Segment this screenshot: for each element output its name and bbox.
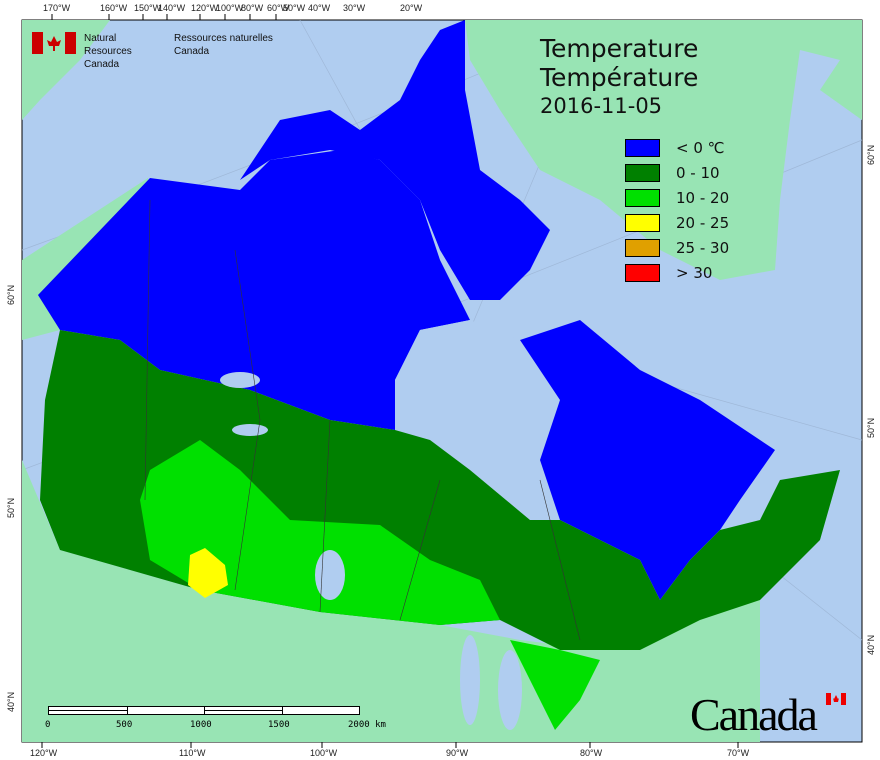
legend-item: 10 - 20 — [625, 185, 729, 210]
zone-10-20-ontario — [510, 640, 600, 730]
scale-label: 1500 — [268, 720, 290, 730]
zone-20-25 — [188, 548, 228, 598]
top-tick: 50°W — [283, 3, 306, 13]
legend-item: 20 - 25 — [625, 210, 729, 235]
province-borders — [144, 199, 581, 641]
top-tick: 150°W — [134, 3, 162, 13]
scale-bar: 0 500 1000 1500 2000 km — [45, 706, 386, 730]
bottom-tick: 120°W — [30, 748, 58, 758]
frame-ticks — [41, 14, 739, 748]
lakes — [220, 372, 522, 730]
bottom-tick: 70°W — [727, 748, 750, 758]
top-tick: 30°W — [343, 3, 366, 13]
canada-wordmark: Canada — [690, 688, 846, 741]
legend-item: 25 - 30 — [625, 235, 729, 260]
bottom-tick: 80°W — [580, 748, 603, 758]
title-en: Temperature — [540, 34, 699, 63]
legend-item: < 0 ℃ — [625, 135, 729, 160]
arctic-islands — [240, 20, 550, 300]
top-tick: 80°W — [241, 3, 264, 13]
org-fr: Ressources naturelles — [174, 33, 273, 44]
legend-label: 20 - 25 — [676, 213, 730, 232]
scale-label: 0 — [45, 720, 51, 730]
left-tick: 50°N — [6, 497, 16, 518]
left-tick: 40°N — [6, 691, 16, 712]
top-tick: 160°W — [100, 3, 128, 13]
map-date: 2016-11-05 — [540, 94, 663, 118]
legend: < 0 ℃ 0 - 10 10 - 20 20 - 25 25 - 30 > 30 — [625, 135, 729, 285]
title-fr: Température — [540, 63, 699, 92]
legend-label: 10 - 20 — [676, 188, 730, 207]
right-tick: 60°N — [866, 144, 876, 165]
legend-label: 0 - 10 — [676, 163, 720, 182]
legend-item: 0 - 10 — [625, 160, 729, 185]
legend-label: 25 - 30 — [676, 238, 730, 257]
bottom-tick: 100°W — [310, 748, 338, 758]
top-tick: 170°W — [43, 3, 71, 13]
legend-swatch — [625, 263, 660, 282]
legend-swatch — [625, 138, 660, 157]
top-tick: 20°W — [400, 3, 423, 13]
right-tick: 50°N — [866, 417, 876, 438]
left-tick: 60°N — [6, 284, 16, 305]
zone-below-0-east — [520, 320, 775, 600]
legend-swatch — [625, 188, 660, 207]
bottom-tick: 110°W — [179, 748, 206, 758]
legend-label: > 30 — [676, 263, 713, 282]
scale-label: 500 — [116, 720, 133, 730]
top-tick: 120°W — [191, 3, 219, 13]
greenland-land — [465, 20, 862, 280]
wordmark-flag-icon — [826, 693, 846, 705]
scale-label: 2000 km — [348, 720, 386, 730]
right-tick: 40°N — [866, 634, 876, 655]
scale-label: 1000 — [190, 720, 212, 730]
org-fr-2: Canada — [174, 46, 210, 57]
top-tick: 140°W — [158, 3, 186, 13]
bottom-tick: 90°W — [446, 748, 469, 758]
hudson-bay — [395, 320, 560, 520]
wordmark-text: Canada — [690, 689, 818, 740]
org-en: Natural Resources — [84, 33, 132, 57]
legend-swatch — [625, 163, 660, 182]
legend-item: > 30 — [625, 260, 729, 285]
legend-label: < 0 ℃ — [676, 138, 725, 157]
org-en-2: Canada — [84, 59, 120, 70]
top-tick: 40°W — [308, 3, 331, 13]
zone-below-0-west — [38, 150, 470, 430]
map-title: Temperature Température 2016-11-05 — [540, 34, 698, 121]
top-tick: 100°W — [216, 3, 244, 13]
legend-swatch — [625, 238, 660, 257]
zone-10-20 — [140, 440, 500, 625]
legend-swatch — [625, 213, 660, 232]
nrcan-signature: Natural Resources Canada Ressources natur… — [32, 32, 284, 71]
top-tick: 60°W — [267, 3, 290, 13]
canada-flag-icon — [32, 32, 76, 54]
